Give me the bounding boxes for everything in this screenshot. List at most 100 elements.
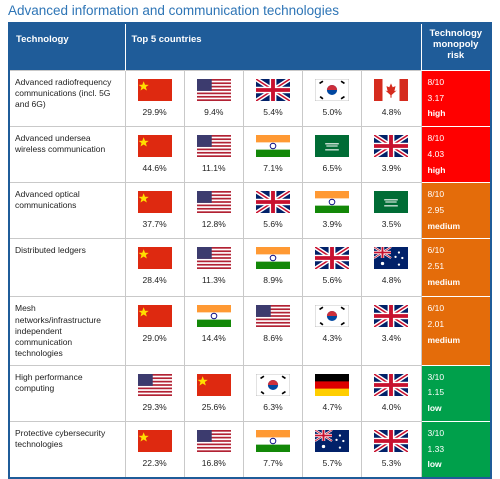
flag [315, 191, 350, 214]
country-cell: 8.6% [242, 296, 304, 366]
share: 7.1% [263, 163, 283, 174]
risk-level: medium [427, 276, 461, 287]
row: High performance computing 29.3% 25.6% 6.3%… [8, 364, 492, 422]
flag [315, 373, 350, 396]
share: 8.9% [263, 275, 283, 286]
country-cell: 3.4% [361, 296, 422, 366]
country-cell: 4.0% [361, 364, 422, 422]
share: 3.9% [322, 219, 342, 230]
share: 6.3% [263, 401, 283, 412]
risk-index: 2.95 [427, 205, 445, 216]
share: 12.8% [201, 219, 226, 230]
flag [374, 373, 409, 396]
country-cell: 5.6% [242, 182, 304, 240]
country-cell: 7.1% [242, 126, 304, 184]
risk-level: medium [427, 220, 461, 231]
row: Protective cybersecurity technologies 22.… [8, 420, 492, 479]
risk-level: low [427, 403, 442, 414]
technology: Mesh networks/infrastructure independent… [8, 296, 126, 366]
share: 11.3% [202, 275, 226, 286]
share: 8.6% [263, 333, 283, 344]
flag [137, 79, 172, 101]
country-cell: 5.4% [242, 69, 304, 128]
risk-score: 3/10 [427, 427, 445, 438]
share: 25.6% [201, 401, 226, 412]
country-cell: 7.7% [242, 420, 304, 479]
risk-cell: 8/10 3.17 high [420, 69, 492, 128]
share: 6.5% [322, 163, 342, 174]
risk-score: 8/10 [427, 133, 445, 144]
share: 5.7% [322, 457, 342, 468]
country-cell: 12.8% [183, 182, 244, 240]
share: 29.3% [142, 401, 167, 412]
risk-score: 8/10 [427, 77, 445, 87]
country-cell: 6.5% [302, 126, 363, 184]
risk-cell: 6/10 2.01 medium [420, 296, 492, 366]
flag [137, 429, 172, 452]
risk-level: high [427, 108, 446, 119]
technology: Advanced radiofrequency communications (… [8, 69, 126, 128]
share: 7.7% [263, 457, 283, 468]
flag [255, 191, 290, 214]
country-cell: 29.0% [124, 296, 185, 366]
row: Mesh networks/infrastructure independent… [8, 296, 492, 366]
technology: Advanced optical communications [8, 182, 126, 240]
risk-cell: 6/10 2.51 medium [420, 238, 492, 298]
title: Advanced information and communication t… [8, 3, 339, 18]
flag [255, 373, 290, 396]
country-cell: 4.7% [302, 364, 363, 422]
flag [374, 135, 409, 158]
country-cell: 28.4% [124, 238, 185, 298]
flag [255, 305, 290, 328]
risk-cell: 3/10 1.15 low [420, 364, 492, 422]
technology: Distributed ledgers [8, 238, 126, 298]
country-cell: 29.9% [124, 69, 185, 128]
share: 5.6% [263, 219, 283, 230]
share: 5.6% [322, 275, 342, 286]
flag [196, 429, 231, 452]
flag [196, 247, 231, 270]
share: 11.1% [202, 163, 226, 174]
technology: Advanced undersea wireless communication [8, 126, 126, 184]
flag [196, 79, 231, 101]
flag [255, 79, 290, 101]
share: 29.9% [142, 107, 167, 117]
table: Technology Top 5 countries Technology mo… [8, 22, 492, 479]
share: 4.8% [381, 275, 402, 286]
country-cell: 25.6% [183, 364, 244, 422]
country-cell: 5.0% [302, 69, 363, 128]
header-cell: Technology [9, 23, 126, 71]
country-cell: 29.3% [124, 364, 185, 422]
share: 3.9% [381, 163, 402, 174]
share: 9.4% [204, 107, 224, 117]
country-cell: 3.9% [302, 182, 363, 240]
flag [137, 373, 172, 396]
risk-index: 2.51 [427, 261, 445, 272]
share: 5.3% [381, 457, 402, 468]
risk-index: 1.33 [427, 443, 445, 454]
risk-index: 3.17 [427, 92, 445, 103]
country-cell: 11.1% [183, 126, 244, 184]
risk-score: 6/10 [427, 303, 445, 314]
flag [315, 247, 350, 270]
country-cell: 8.9% [242, 238, 304, 298]
flag [315, 135, 350, 158]
share: 4.0% [381, 401, 402, 412]
row: Advanced undersea wireless communication… [8, 126, 492, 184]
risk-level: low [427, 459, 442, 470]
risk-level: medium [427, 334, 461, 345]
country-cell: 4.8% [361, 238, 422, 298]
technology: Protective cybersecurity technologies [8, 420, 126, 479]
risk-score: 6/10 [427, 245, 445, 256]
share: 22.3% [142, 457, 167, 468]
country-cell: 11.3% [183, 238, 244, 298]
flag [137, 305, 172, 328]
share: 14.4% [201, 333, 226, 344]
share: 4.8% [381, 107, 402, 117]
share: 28.4% [142, 275, 167, 286]
country-cell: 9.4% [183, 69, 244, 128]
risk-cell: 8/10 2.95 medium [420, 182, 492, 240]
flag [374, 191, 409, 214]
flag [315, 305, 350, 328]
